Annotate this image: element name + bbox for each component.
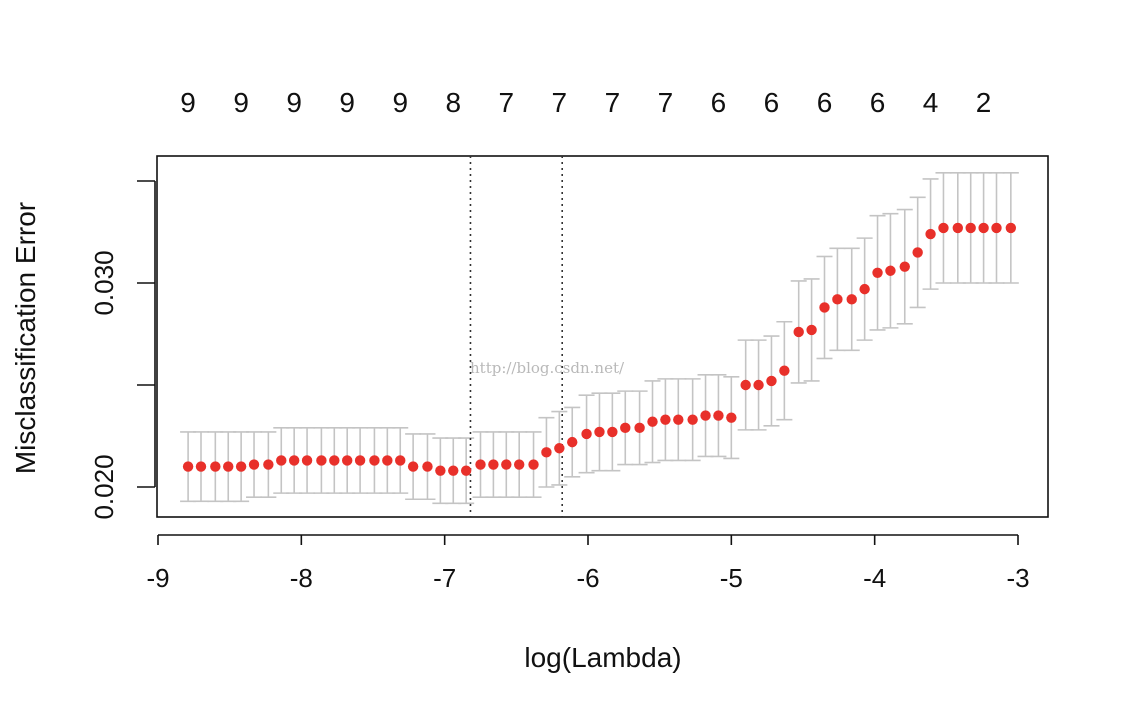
top-axis-label: 9 <box>180 87 196 118</box>
data-point <box>806 324 817 336</box>
data-point <box>952 222 963 234</box>
data-point <box>832 294 843 305</box>
data-point <box>581 428 592 440</box>
top-axis-label: 6 <box>817 87 833 118</box>
data-point <box>965 222 976 234</box>
data-point <box>634 422 645 434</box>
data-point <box>991 222 1002 234</box>
data-point <box>620 422 631 434</box>
data-point <box>435 465 446 476</box>
top-axis-label: 8 <box>445 87 461 118</box>
top-axis-label: 7 <box>499 87 515 118</box>
data-point <box>235 461 247 472</box>
data-point <box>301 455 313 466</box>
data-point <box>978 222 989 234</box>
x-axis-title: log(Lambda) <box>524 642 681 673</box>
data-point <box>501 459 512 470</box>
x-tick-label: -8 <box>290 563 313 593</box>
data-point <box>912 247 923 258</box>
data-point <box>700 410 711 421</box>
top-axis-label: 7 <box>552 87 568 118</box>
data-point <box>395 455 406 466</box>
x-tick-label: -9 <box>146 563 169 593</box>
data-point <box>528 459 539 470</box>
data-point <box>354 455 366 466</box>
data-point <box>899 261 910 272</box>
top-axis-label: 6 <box>711 87 727 118</box>
data-point <box>342 455 353 466</box>
x-tick-label: -7 <box>433 563 456 593</box>
data-point <box>541 447 552 458</box>
data-point <box>567 436 578 448</box>
data-point <box>514 459 525 470</box>
data-point <box>460 465 472 476</box>
data-point <box>195 461 207 472</box>
data-point <box>938 222 949 234</box>
data-point <box>885 265 896 276</box>
data-point <box>726 412 737 423</box>
top-axis-label: 7 <box>658 87 674 118</box>
data-point <box>488 459 499 470</box>
x-tick-label: -4 <box>863 563 886 593</box>
y-axis-title: Misclassification Error <box>10 202 41 474</box>
y-tick-label: 0.030 <box>89 250 119 315</box>
x-tick-label: -6 <box>576 563 599 593</box>
data-point <box>248 459 260 470</box>
top-axis-label: 6 <box>870 87 886 118</box>
data-point <box>223 461 234 472</box>
top-axis-label: 9 <box>286 87 302 118</box>
x-tick-label: -3 <box>1006 563 1029 593</box>
top-axis-label: 9 <box>233 87 249 118</box>
data-point <box>182 461 194 472</box>
data-point <box>329 455 340 466</box>
data-point <box>859 283 870 295</box>
data-point <box>673 414 684 425</box>
plot-frame <box>156 155 1049 518</box>
data-point <box>594 426 605 438</box>
data-point <box>687 414 698 425</box>
watermark-text: http://blog.csdn.net/ <box>470 359 625 377</box>
data-point <box>554 443 565 454</box>
top-axis-label: 7 <box>605 87 621 118</box>
data-point <box>475 459 486 470</box>
data-point <box>713 410 724 421</box>
data-point <box>607 426 618 438</box>
top-axis-label: 2 <box>976 87 992 118</box>
data-point <box>660 414 671 425</box>
data-point <box>369 455 380 466</box>
data-point <box>210 461 221 472</box>
data-point <box>846 294 857 305</box>
data-point <box>819 302 830 313</box>
top-axis-label: 6 <box>764 87 780 118</box>
data-point <box>779 365 790 376</box>
y-tick-label: 0.020 <box>89 454 119 519</box>
data-point <box>316 455 327 466</box>
data-point <box>925 228 936 240</box>
data-point <box>1005 222 1017 234</box>
data-point <box>740 379 751 391</box>
data-point <box>872 267 883 278</box>
data-point <box>647 416 658 427</box>
data-point <box>793 326 804 338</box>
data-point <box>407 461 419 472</box>
data-point <box>422 461 433 472</box>
data-point <box>263 459 274 470</box>
top-axis-label: 9 <box>392 87 408 118</box>
data-point <box>753 379 764 391</box>
data-point <box>276 455 287 466</box>
data-point <box>382 455 393 466</box>
data-point <box>766 375 777 387</box>
x-tick-label: -5 <box>720 563 743 593</box>
top-axis-label: 9 <box>339 87 355 118</box>
top-axis-label: 4 <box>923 87 939 118</box>
data-point <box>288 455 300 466</box>
data-point <box>448 465 459 476</box>
